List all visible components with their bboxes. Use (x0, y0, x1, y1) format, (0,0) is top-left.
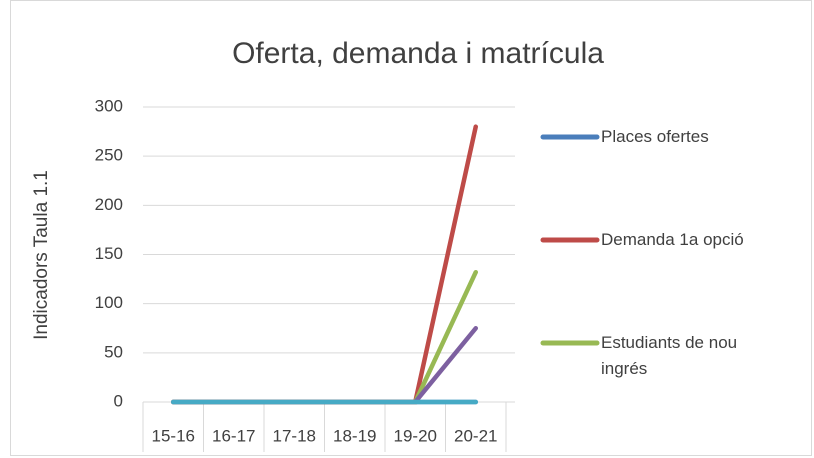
y-tick-label: 0 (114, 391, 123, 410)
legend-label: Places ofertes (601, 127, 709, 146)
x-tick-label: 17-18 (273, 426, 316, 445)
y-axis-label: Indicadors Taula 1.1 (31, 170, 52, 340)
y-tick-label: 150 (95, 244, 123, 263)
x-tick-label: 16-17 (212, 426, 255, 445)
y-tick-label: 200 (95, 195, 123, 214)
x-tick-label: 18-19 (333, 426, 376, 445)
y-tick-label: 250 (95, 146, 123, 165)
x-tick-label: 19-20 (394, 426, 437, 445)
y-tick-label: 300 (95, 96, 123, 115)
legend-label: Estudiants de nou ingrés (601, 333, 738, 378)
y-tick-label: 50 (104, 342, 123, 361)
chart-border (10, 0, 812, 456)
x-tick-label: 15-16 (152, 426, 195, 445)
y-tick-label: 100 (95, 293, 123, 312)
chart-title: Oferta, demanda i matrícula (232, 37, 604, 70)
x-tick-label: 20-21 (454, 426, 497, 445)
legend-label: Demanda 1a opció (601, 230, 744, 249)
